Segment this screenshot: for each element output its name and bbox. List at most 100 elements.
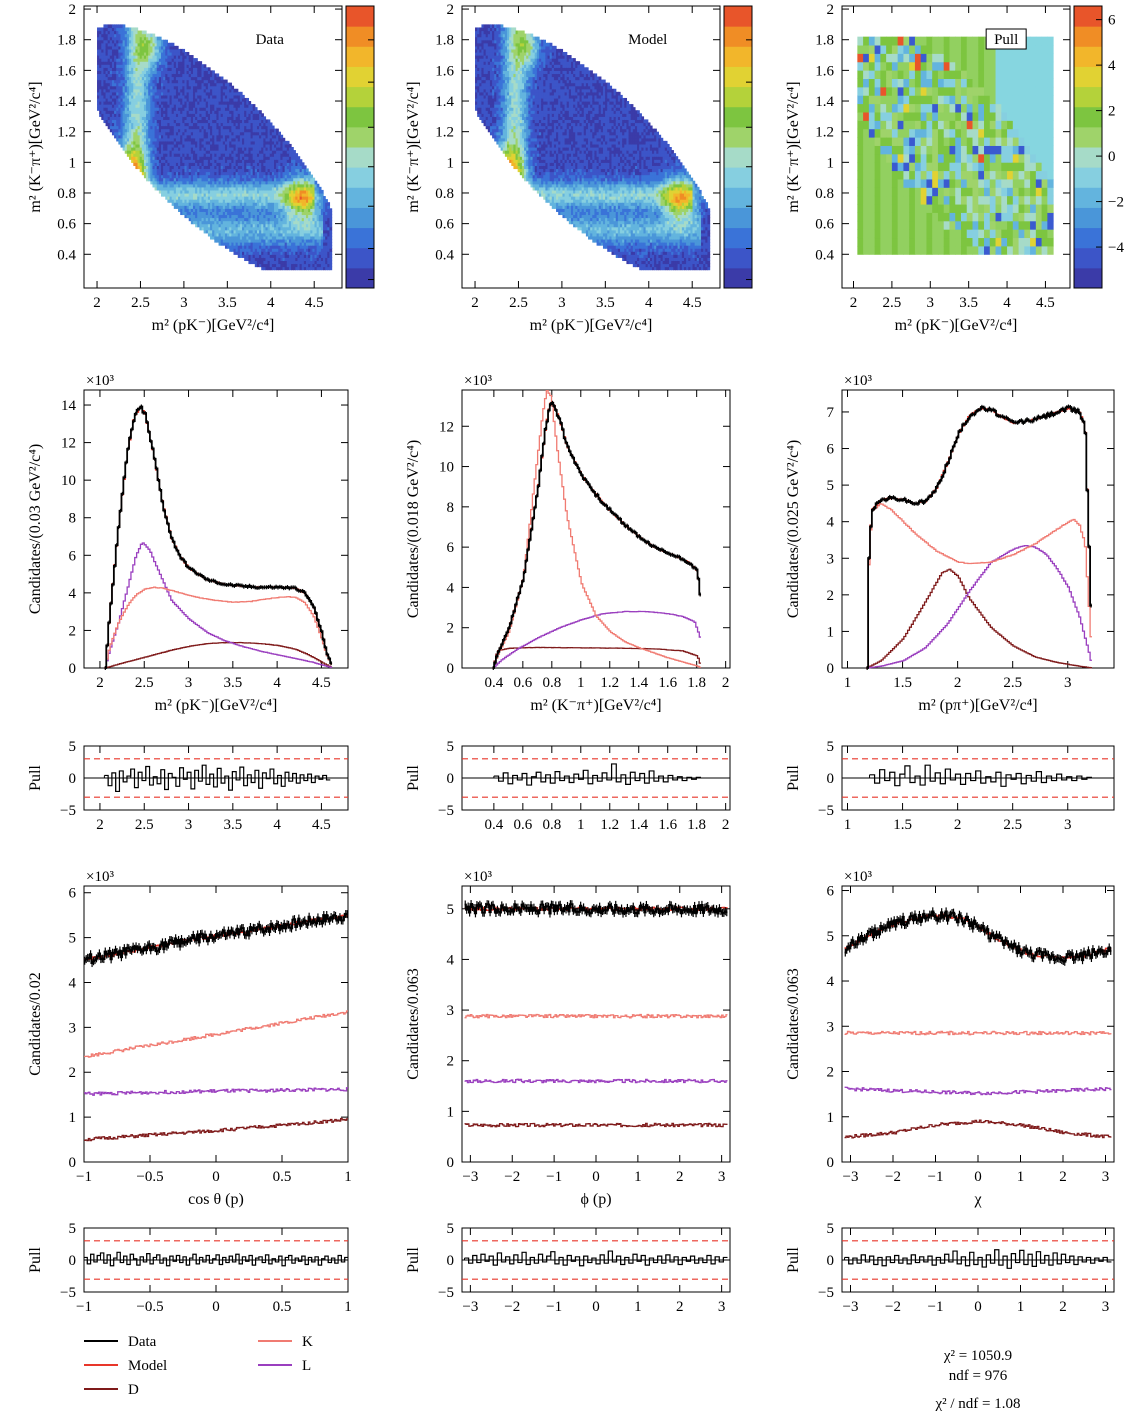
heatmap-cell xyxy=(259,143,262,148)
heatmap-cell xyxy=(239,101,243,105)
heatmap-cell xyxy=(169,153,173,157)
heatmap-cell xyxy=(233,232,237,237)
heatmap-cell xyxy=(312,232,316,237)
heatmap-cell xyxy=(263,165,267,170)
heatmap-cell xyxy=(182,82,186,87)
heatmap-cell xyxy=(214,183,218,188)
heatmap-cell xyxy=(178,58,181,62)
heatmap-cell xyxy=(207,205,211,209)
heatmap-cell xyxy=(180,107,183,111)
heatmap-cell xyxy=(192,91,196,96)
heatmap-cell xyxy=(282,159,286,163)
heatmap-cell xyxy=(210,150,213,154)
heatmap-cell xyxy=(105,27,109,32)
heatmap-cell xyxy=(139,113,143,117)
heatmap-cell xyxy=(116,128,119,133)
heatmap-cell xyxy=(175,76,179,81)
heatmap-cell xyxy=(131,36,134,41)
heatmap-cell xyxy=(297,177,301,182)
heatmap-cell xyxy=(295,199,299,203)
heatmap-cell xyxy=(244,232,247,237)
heatmap-cell xyxy=(207,67,211,71)
heatmap-cell xyxy=(180,137,183,142)
heatmap-cell xyxy=(265,174,269,179)
heatmap-cell xyxy=(278,232,282,237)
heatmap-cell xyxy=(239,104,243,108)
heatmap-cell xyxy=(242,140,245,145)
heatmap-cell xyxy=(150,147,154,151)
heatmap-cell xyxy=(293,180,296,185)
heatmap-cell xyxy=(99,101,102,105)
heatmap-cell xyxy=(301,226,305,231)
heatmap-cell xyxy=(141,156,145,160)
heatmap-cell xyxy=(175,58,179,62)
heatmap-cell xyxy=(154,131,158,136)
heatmap-cell xyxy=(312,257,316,262)
heatmap-cell xyxy=(305,211,309,216)
heatmap-cell xyxy=(301,202,305,206)
heatmap-cell xyxy=(229,94,232,99)
heatmap-cell xyxy=(109,88,113,93)
heatmap-cell xyxy=(271,202,275,206)
heatmap-cell xyxy=(154,85,158,90)
heatmap-cell xyxy=(171,73,175,78)
heatmap-cell xyxy=(276,168,279,173)
heatmap-cell xyxy=(114,42,117,47)
heatmap-cell xyxy=(229,82,232,87)
heatmap-cell xyxy=(261,254,264,258)
heatmap-cell xyxy=(325,202,328,206)
heatmap-cell xyxy=(116,45,119,50)
heatmap-cell xyxy=(126,51,130,56)
heatmap-cell xyxy=(212,162,215,166)
heatmap-cell xyxy=(297,245,301,249)
heatmap-cell xyxy=(254,165,258,170)
heatmap-cell xyxy=(103,51,107,56)
heatmap-cell xyxy=(186,153,190,157)
heatmap-cell xyxy=(167,91,171,96)
heatmap-cell xyxy=(212,202,215,206)
heatmap-cell xyxy=(195,82,198,87)
heatmap-cell xyxy=(267,119,271,124)
heatmap-cell xyxy=(231,131,235,136)
heatmap-cell xyxy=(271,134,275,139)
heatmap-cell xyxy=(291,156,294,160)
heatmap-cell xyxy=(122,70,126,75)
heatmap-cell xyxy=(158,64,162,68)
heatmap-cell xyxy=(282,162,286,166)
heatmap-cell xyxy=(120,48,124,53)
heatmap-cell xyxy=(316,266,320,271)
heatmap-cell xyxy=(237,97,241,102)
heatmap-cell xyxy=(305,242,309,246)
heatmap-cell xyxy=(205,192,209,197)
heatmap-cell xyxy=(160,137,164,142)
heatmap-cell xyxy=(250,251,254,255)
heatmap-cell xyxy=(235,205,239,209)
heatmap-cell xyxy=(165,162,168,166)
heatmap-cell xyxy=(210,97,213,102)
heatmap-cell xyxy=(239,214,243,219)
heatmap-cell xyxy=(220,94,224,99)
heatmap-cell xyxy=(131,101,134,105)
heatmap-cell xyxy=(203,205,207,209)
heatmap-cell xyxy=(220,217,224,222)
heatmap-cell xyxy=(160,140,164,145)
heatmap-cell xyxy=(192,58,196,62)
heatmap-cell xyxy=(254,131,258,136)
heatmap-cell xyxy=(295,159,299,163)
heatmap-cell xyxy=(203,168,207,173)
heatmap-cell xyxy=(252,147,256,151)
heatmap-cell xyxy=(124,27,128,32)
heatmap-cell xyxy=(327,223,331,228)
heatmap-cell xyxy=(291,232,294,237)
heatmap-cell xyxy=(276,226,279,231)
heatmap-cell xyxy=(231,199,235,203)
heatmap-cell xyxy=(190,73,194,78)
heatmap-cell xyxy=(186,122,190,127)
heatmap-cell xyxy=(178,110,181,114)
heatmap-cell xyxy=(122,122,126,127)
heatmap-cell xyxy=(248,110,252,114)
heatmap-cell xyxy=(282,266,286,271)
heatmap-cell xyxy=(248,162,252,166)
heatmap-cell xyxy=(284,257,288,262)
heatmap-cell xyxy=(182,143,186,148)
